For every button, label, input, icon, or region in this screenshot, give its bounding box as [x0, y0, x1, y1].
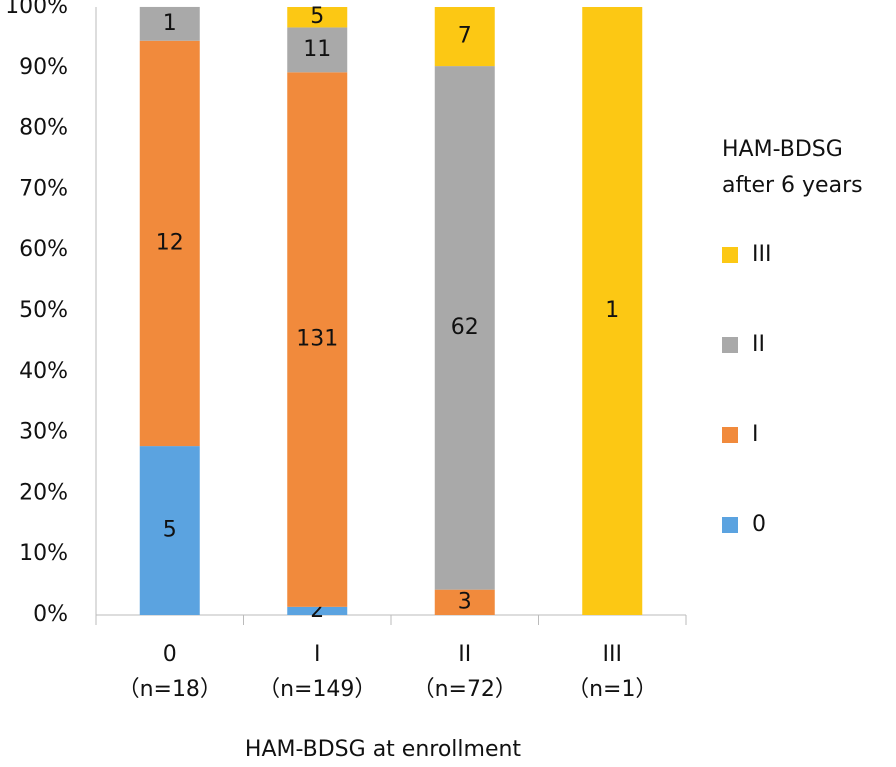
y-tick-label: 90%: [19, 55, 68, 80]
data-label: 1: [605, 298, 619, 323]
y-tick-label: 70%: [19, 176, 68, 201]
x-axis-title: HAM-BDSG at enrollment: [245, 737, 522, 762]
bar-segment: [139, 446, 200, 615]
y-tick-label: 20%: [19, 480, 68, 505]
legend-title: HAM-BDSG: [722, 137, 843, 162]
bar-segment: [287, 27, 348, 73]
x-tick-label: I: [314, 642, 321, 667]
bar-segment: [434, 66, 495, 590]
y-tick-label: 10%: [19, 541, 68, 566]
x-tick-label: III: [603, 642, 622, 667]
legend-swatch: [722, 517, 738, 533]
y-tick-label: 60%: [19, 237, 68, 262]
bar-segment: [434, 589, 495, 615]
y-tick-label: 80%: [19, 116, 68, 141]
x-tick-label: 0: [163, 642, 177, 667]
bar-segment: [287, 7, 348, 28]
x-tick-sublabel: （n=1）: [567, 677, 657, 702]
bar-segment: [139, 6, 200, 41]
bar-segment: [582, 7, 643, 615]
y-tick-label: 50%: [19, 298, 68, 323]
legend-swatch: [722, 337, 738, 353]
bar-segment: [287, 606, 348, 615]
legend-label: I: [752, 422, 759, 447]
y-tick-label: 30%: [19, 420, 68, 445]
data-label: 5: [310, 4, 324, 29]
data-label: 5: [163, 518, 177, 543]
data-label: 1: [163, 11, 177, 36]
bar-segment: [139, 40, 200, 447]
x-tick-sublabel: （n=72）: [413, 677, 517, 702]
legend-title: after 6 years: [722, 173, 863, 198]
data-label: 11: [303, 37, 331, 62]
data-label: 12: [156, 230, 184, 255]
legend-label: 0: [752, 512, 766, 537]
y-tick-label: 0%: [33, 602, 68, 627]
data-label: 131: [296, 327, 338, 352]
y-tick-label: 40%: [19, 359, 68, 384]
x-tick-sublabel: （n=18）: [118, 677, 222, 702]
legend-label: III: [752, 242, 771, 267]
legend-swatch: [722, 427, 738, 443]
data-label: 3: [458, 589, 472, 614]
y-tick-label: 100%: [5, 0, 68, 19]
data-label: 62: [451, 315, 479, 340]
legend-label: II: [752, 332, 765, 357]
bar-segment: [287, 72, 348, 607]
x-tick-label: II: [458, 642, 471, 667]
data-label: 7: [458, 24, 472, 49]
bar-segment: [434, 7, 495, 67]
x-tick-sublabel: （n=149）: [258, 677, 376, 702]
legend-swatch: [722, 247, 738, 263]
